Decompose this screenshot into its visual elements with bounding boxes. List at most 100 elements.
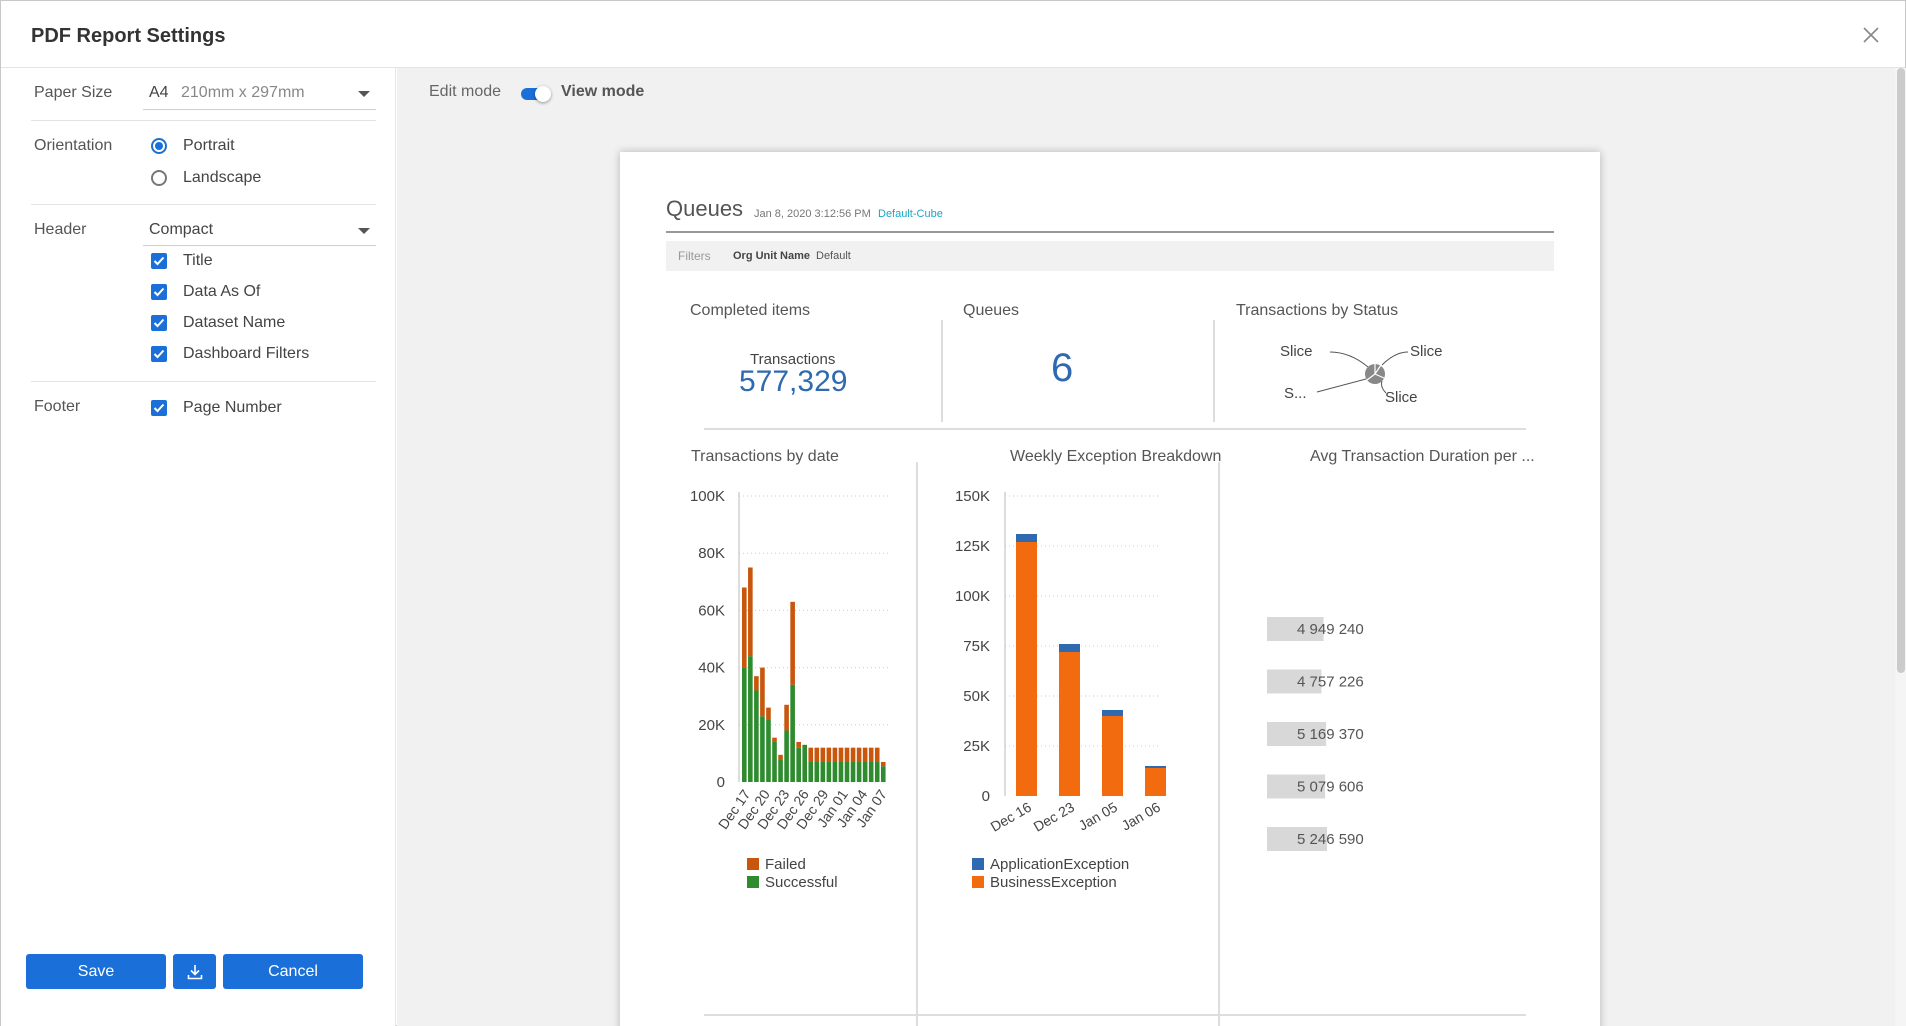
- download-icon: [187, 964, 202, 979]
- duration-bar: [1267, 617, 1324, 641]
- duration-value-label: 5 246 590: [1297, 831, 1364, 848]
- bar-business-exception: [1145, 768, 1166, 796]
- y-tick-label: 75K: [963, 638, 990, 655]
- filters-label: Filters: [678, 249, 711, 263]
- completed-items-value: 577,329: [739, 365, 848, 398]
- x-tick-label: Jan 05: [1076, 799, 1121, 834]
- dashboard-filters-checkbox[interactable]: [151, 346, 167, 362]
- paper-size-label: Paper Size: [34, 84, 113, 101]
- bar-failed: [820, 747, 826, 762]
- download-button[interactable]: [173, 954, 216, 989]
- data-as-of-label: Data As Of: [183, 283, 261, 300]
- x-tick-label: Dec 23: [1031, 799, 1078, 835]
- bar-successful: [778, 759, 783, 782]
- legend-label-successful: Successful: [765, 874, 838, 891]
- header-label: Header: [34, 221, 87, 238]
- weekly-exception-title: Weekly Exception Breakdown: [1010, 448, 1222, 465]
- bar-failed: [766, 707, 771, 720]
- chevron-down-icon: [358, 228, 370, 234]
- bar-failed: [832, 747, 838, 762]
- legend-swatch-successful: [747, 876, 759, 888]
- report-preview-area: Edit mode View mode Queues Jan 8, 2020 3…: [397, 68, 1895, 1026]
- bar-successful: [748, 656, 753, 782]
- bar-successful: [790, 684, 795, 782]
- section-divider: [704, 428, 1526, 430]
- report-title: Queues: [666, 196, 744, 221]
- portrait-label: Portrait: [183, 137, 235, 154]
- y-tick-label: 50K: [963, 688, 990, 705]
- bar-failed: [838, 747, 844, 762]
- bar-successful: [772, 741, 777, 782]
- bar-successful: [808, 761, 814, 782]
- page-number-checkbox[interactable]: [151, 400, 167, 416]
- duration-value-label: 5 079 606: [1297, 779, 1364, 796]
- filter-name: Org Unit Name: [733, 250, 811, 262]
- bar-failed: [760, 667, 765, 717]
- dataset-name-checkbox[interactable]: [151, 315, 167, 331]
- legend-label-application-exception: ApplicationException: [990, 856, 1129, 873]
- header-style-value: Compact: [149, 221, 214, 238]
- orientation-label: Orientation: [34, 137, 113, 154]
- slice-label: S...: [1284, 385, 1307, 402]
- y-tick-label: 150K: [955, 488, 990, 505]
- title-option-label: Title: [183, 252, 213, 269]
- bar-successful: [754, 690, 759, 782]
- avg-duration-chart: 4 949 240 4 757 226 5 169 370 5 079 606 5 24…: [1267, 617, 1364, 851]
- bar-successful: [880, 766, 886, 782]
- bar-successful: [760, 716, 765, 782]
- x-tick-label: Jan 06: [1119, 799, 1164, 834]
- cancel-button[interactable]: Cancel: [223, 954, 363, 989]
- bar-successful: [844, 761, 850, 782]
- preview-scrollbar[interactable]: [1895, 68, 1906, 1026]
- report-date: Jan 8, 2020 3:12:56 PM: [754, 208, 871, 220]
- bar-successful: [814, 761, 820, 782]
- section-divider: [704, 1014, 1526, 1016]
- bar-successful: [868, 761, 874, 782]
- mode-toggle[interactable]: [521, 86, 551, 102]
- bar-failed: [874, 747, 880, 762]
- close-icon[interactable]: [1859, 23, 1883, 47]
- bar-failed: [742, 587, 747, 668]
- paper-size-underline: [143, 109, 376, 110]
- completed-items-caption: Transactions: [750, 351, 836, 368]
- report-header-rule: [666, 231, 1554, 233]
- landscape-radio[interactable]: [151, 170, 167, 186]
- scrollbar-thumb[interactable]: [1897, 68, 1905, 673]
- filter-value: Default: [816, 250, 851, 262]
- bar-successful: [826, 761, 832, 782]
- completed-items-title: Completed items: [690, 302, 811, 319]
- page-number-label: Page Number: [183, 399, 282, 416]
- tile-divider: [1218, 462, 1220, 1026]
- divider: [31, 381, 376, 382]
- divider: [31, 204, 376, 205]
- dataset-link[interactable]: Default-Cube: [878, 208, 943, 220]
- duration-bar: [1267, 774, 1326, 799]
- save-button[interactable]: Save: [26, 954, 166, 989]
- bar-failed: [808, 747, 814, 762]
- y-tick-label: 80K: [698, 545, 725, 562]
- edit-mode-label: Edit mode: [429, 83, 502, 100]
- bar-failed: [748, 567, 753, 657]
- bar-successful: [832, 761, 838, 782]
- portrait-radio[interactable]: [151, 138, 167, 154]
- legend-swatch-application-exception: [972, 858, 984, 870]
- legend-label-failed: Failed: [765, 856, 806, 873]
- duration-bar: [1267, 722, 1327, 746]
- duration-bar: [1267, 669, 1322, 694]
- landscape-label: Landscape: [183, 169, 262, 186]
- bar-failed: [856, 747, 862, 762]
- bar-failed: [784, 704, 789, 731]
- data-as-of-checkbox[interactable]: [151, 284, 167, 300]
- bar-application-exception: [1102, 710, 1123, 716]
- y-tick-label: 0: [982, 788, 990, 805]
- title-checkbox[interactable]: [151, 253, 167, 269]
- report-page: Queues Jan 8, 2020 3:12:56 PM Default-Cu…: [620, 152, 1600, 1026]
- header-style-underline: [143, 245, 376, 246]
- bar-successful: [838, 761, 844, 782]
- legend-swatch-business-exception: [972, 876, 984, 888]
- bar-successful: [862, 761, 868, 782]
- bar-failed: [844, 747, 850, 762]
- bar-successful: [850, 761, 856, 782]
- queues-kpi-value: 6: [1051, 346, 1074, 390]
